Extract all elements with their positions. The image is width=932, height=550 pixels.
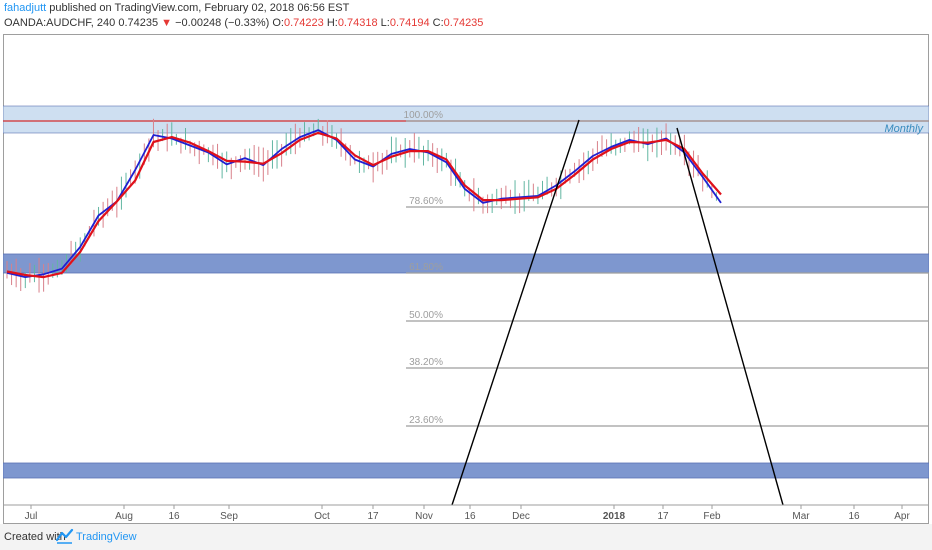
x-tick-label: 16 — [168, 511, 180, 522]
author-link[interactable]: fahadjutt — [4, 2, 47, 14]
publish-line: fahadjutt published on TradingView.com, … — [4, 2, 349, 14]
price-change: −0.00248 (−0.33%) — [175, 17, 270, 29]
bottom-zone — [3, 462, 929, 479]
open-label: O: — [272, 17, 284, 29]
publish-info: published on TradingView.com, February 0… — [46, 2, 350, 14]
fib-label: 38.20% — [409, 357, 443, 368]
monthly-zone — [3, 105, 929, 134]
x-tick-label: Nov — [415, 511, 433, 522]
open-value: 0.74223 — [283, 17, 324, 29]
fib-layer: 100.00% 78.60% 61.80% 50.00% 38.20% 23.60% — [404, 110, 929, 427]
x-axis-layer: Jul Aug 16 Sep Oct 17 Nov 16 Dec 2018 17 Feb Mar 16 Ap… — [3, 504, 929, 522]
trendline-down — [676, 127, 784, 506]
high-value: 0.74318 — [337, 17, 378, 29]
ma-fast-line — [6, 129, 722, 279]
x-tick-label: Jul — [25, 511, 38, 522]
trendlines-layer — [451, 119, 784, 506]
down-arrow-icon: ▼ — [161, 17, 173, 29]
zones-layer: Monthly — [3, 105, 929, 479]
moving-averages-layer — [6, 129, 722, 279]
zone-label: Monthly — [884, 123, 924, 135]
symbol-label: OANDA:AUDCHF, 240 — [4, 17, 116, 29]
fib-label: 78.60% — [409, 196, 443, 207]
x-tick-label: Aug — [115, 511, 133, 522]
trendline-up — [451, 119, 580, 506]
x-tick-label: Oct — [314, 511, 330, 522]
footer-bar: Created with TradingView — [0, 524, 932, 550]
tradingview-brand[interactable]: TradingView — [76, 531, 137, 543]
x-tick-label: Sep — [220, 511, 238, 522]
x-tick-label: 16 — [848, 511, 860, 522]
fib-label: 23.60% — [409, 415, 443, 426]
x-tick-label: Dec — [512, 511, 530, 522]
x-tick-label: Feb — [703, 511, 721, 522]
x-tick-label: Apr — [894, 511, 910, 522]
fib-label: 50.00% — [409, 310, 443, 321]
x-tick-label: 17 — [367, 511, 379, 522]
chart-header: fahadjutt published on TradingView.com, … — [0, 0, 932, 32]
last-price: 0.74235 — [118, 17, 159, 29]
low-value: 0.74194 — [389, 17, 430, 29]
x-tick-label: 2018 — [603, 511, 626, 522]
x-tick-label: 17 — [657, 511, 669, 522]
x-tick-label: Mar — [792, 511, 810, 522]
high-label: H: — [326, 17, 338, 29]
price-chart[interactable]: Monthly 100.00% 78.60% 61.80% 50.00% 38.20% 2… — [3, 34, 929, 524]
ma-slow-line — [6, 131, 722, 279]
close-label: C: — [432, 17, 444, 29]
x-tick-label: 16 — [464, 511, 476, 522]
tradingview-logo-icon[interactable] — [56, 528, 74, 544]
fib-label: 100.00% — [404, 110, 444, 121]
mid-zone — [3, 253, 929, 274]
close-value: 0.74235 — [443, 17, 484, 29]
low-label: L: — [380, 17, 390, 29]
created-with-label: Created with — [4, 531, 66, 543]
fib-label: 61.80% — [409, 262, 443, 273]
ohlc-line: OANDA:AUDCHF, 240 0.74235 ▼ −0.00248 (−0… — [4, 17, 483, 29]
